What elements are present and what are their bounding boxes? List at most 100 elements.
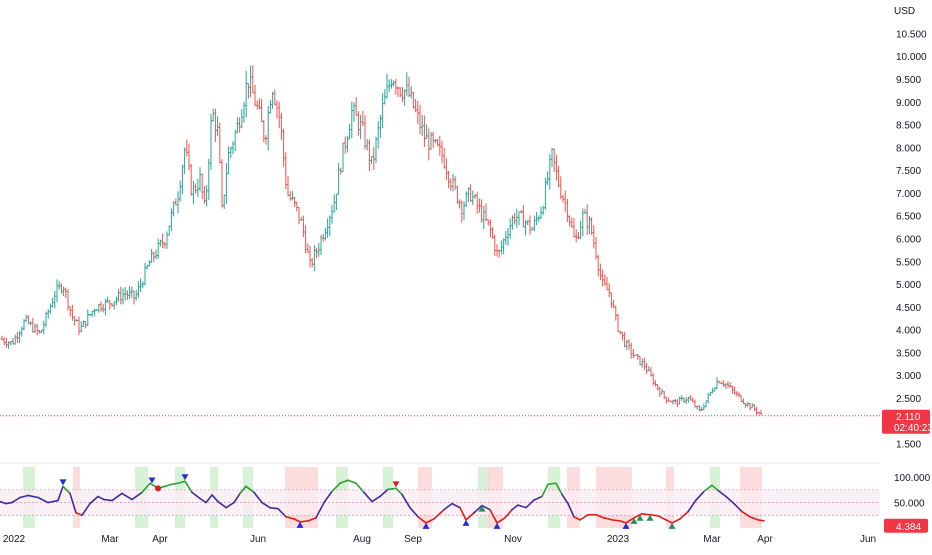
price-axis[interactable]: USD 10.500 10.000 9.500 9.000 8.500 8.000 7.50… [882,6,932,451]
ohlc-bar [682,397,686,404]
oscillator-segment [387,487,397,491]
ohlc-bar [110,303,114,307]
ohlc-bar [405,72,408,96]
ohlc-bar [247,83,250,99]
ohlc-bar [328,215,331,237]
ohlc-bar [113,301,116,310]
oscillator-segment [496,517,506,524]
ohlc-bar [572,218,576,238]
ohlc-bar [209,114,213,170]
ohlc-bar [746,401,749,407]
ohlc-bar [185,139,188,157]
signal-up-marker [296,521,304,528]
ohlc-bar [245,70,248,118]
ohlc-bar [641,358,644,368]
ohlc-bar [176,191,180,214]
ohlc-bar [421,114,424,136]
ohlc-bar [537,215,540,222]
oscillator-segment [395,487,403,496]
time-tick-label: Sep [404,534,422,545]
ohlc-bar [355,97,358,116]
ohlc-bar [660,388,664,395]
oscillator-segment [625,517,635,524]
ohlc-bar [704,400,708,408]
last-price-label: 2.110 [896,412,921,423]
ohlc-bar [544,177,547,210]
ohlc-bar [77,316,81,336]
ohlc-bar [315,247,318,259]
oscillator-segment [579,513,589,521]
ohlc-bar [649,367,653,377]
ohlc-bar [5,337,8,348]
ohlc-bar [236,117,239,134]
ohlc-bar [251,64,254,94]
ohlc-bar [179,180,182,202]
ohlc-bar [577,231,580,240]
ohlc-bar [363,115,367,150]
ohlc-bar [119,286,122,305]
ohlc-bar [590,217,593,235]
ohlc-bar [722,380,725,388]
ohlc-bar [702,403,705,411]
ohlc-bar [757,411,760,415]
ohlc-bar [462,201,466,220]
oscillator-segment [371,495,381,503]
ohlc-bar [555,154,558,181]
ohlc-bar [438,135,441,156]
oscillator-segment [547,482,557,486]
signal-up-marker [493,522,501,529]
ohlc-bar [0,335,4,341]
ohlc-bar [374,136,378,163]
signal-down-marker [181,474,189,481]
ohlc-bar [403,89,406,106]
time-axis[interactable]: 2022 Mar Apr Jun Aug Sep Nov 2023 Mar Apr Jun [3,534,876,545]
ohlc-bar [220,159,224,208]
ohlc-bar [249,65,252,98]
oscillator-segment [504,508,513,519]
oscillator-pane[interactable] [0,467,880,529]
ohlc-bar [18,330,21,344]
ohlc-bar [693,399,697,408]
oscillator-segment [671,518,681,524]
ohlc-bar [58,281,61,290]
ohlc-bar [627,339,631,350]
ohlc-bar [515,208,518,228]
ohlc-bar [579,221,582,239]
ohlc-bar [583,208,587,214]
ohlc-bar [128,285,131,299]
oscillator-segment [619,520,627,524]
ohlc-bar [456,185,459,204]
ohlc-bar [284,151,287,189]
oscillator-segment [164,483,173,488]
price-tick-label: 6.000 [896,235,921,246]
ohlc-bar [350,101,353,139]
ohlc-bar [71,304,74,321]
ohlc-bar [9,341,12,346]
ohlc-bar [707,392,710,404]
time-tick-label: Aug [353,534,371,545]
ohlc-bar [132,290,136,305]
ohlc-bar [480,199,483,223]
signal-down-marker [59,479,67,486]
ohlc-bar [62,286,65,297]
oscillator-axis[interactable]: 100.000 50.000 4.384 [884,473,931,533]
ohlc-bar [458,199,461,209]
price-pane[interactable] [0,64,880,417]
ohlc-bar [300,216,303,221]
ohlc-bar [302,215,305,237]
ohlc-bar [570,217,573,228]
time-tick-label: Jun [250,534,266,545]
ohlc-bar [542,205,545,216]
oscillator-segment [184,480,193,494]
ohlc-bar [495,244,499,257]
oscillator-segment [233,492,241,504]
oscillator-segment [131,491,143,501]
ohlc-bar [38,329,41,334]
ohlc-bar [341,142,345,173]
ohlc-bar [425,124,428,139]
ohlc-bar [623,332,626,348]
oscillator-segment [199,497,207,504]
oscillator-segment [211,494,219,503]
ohlc-bar [190,163,193,196]
